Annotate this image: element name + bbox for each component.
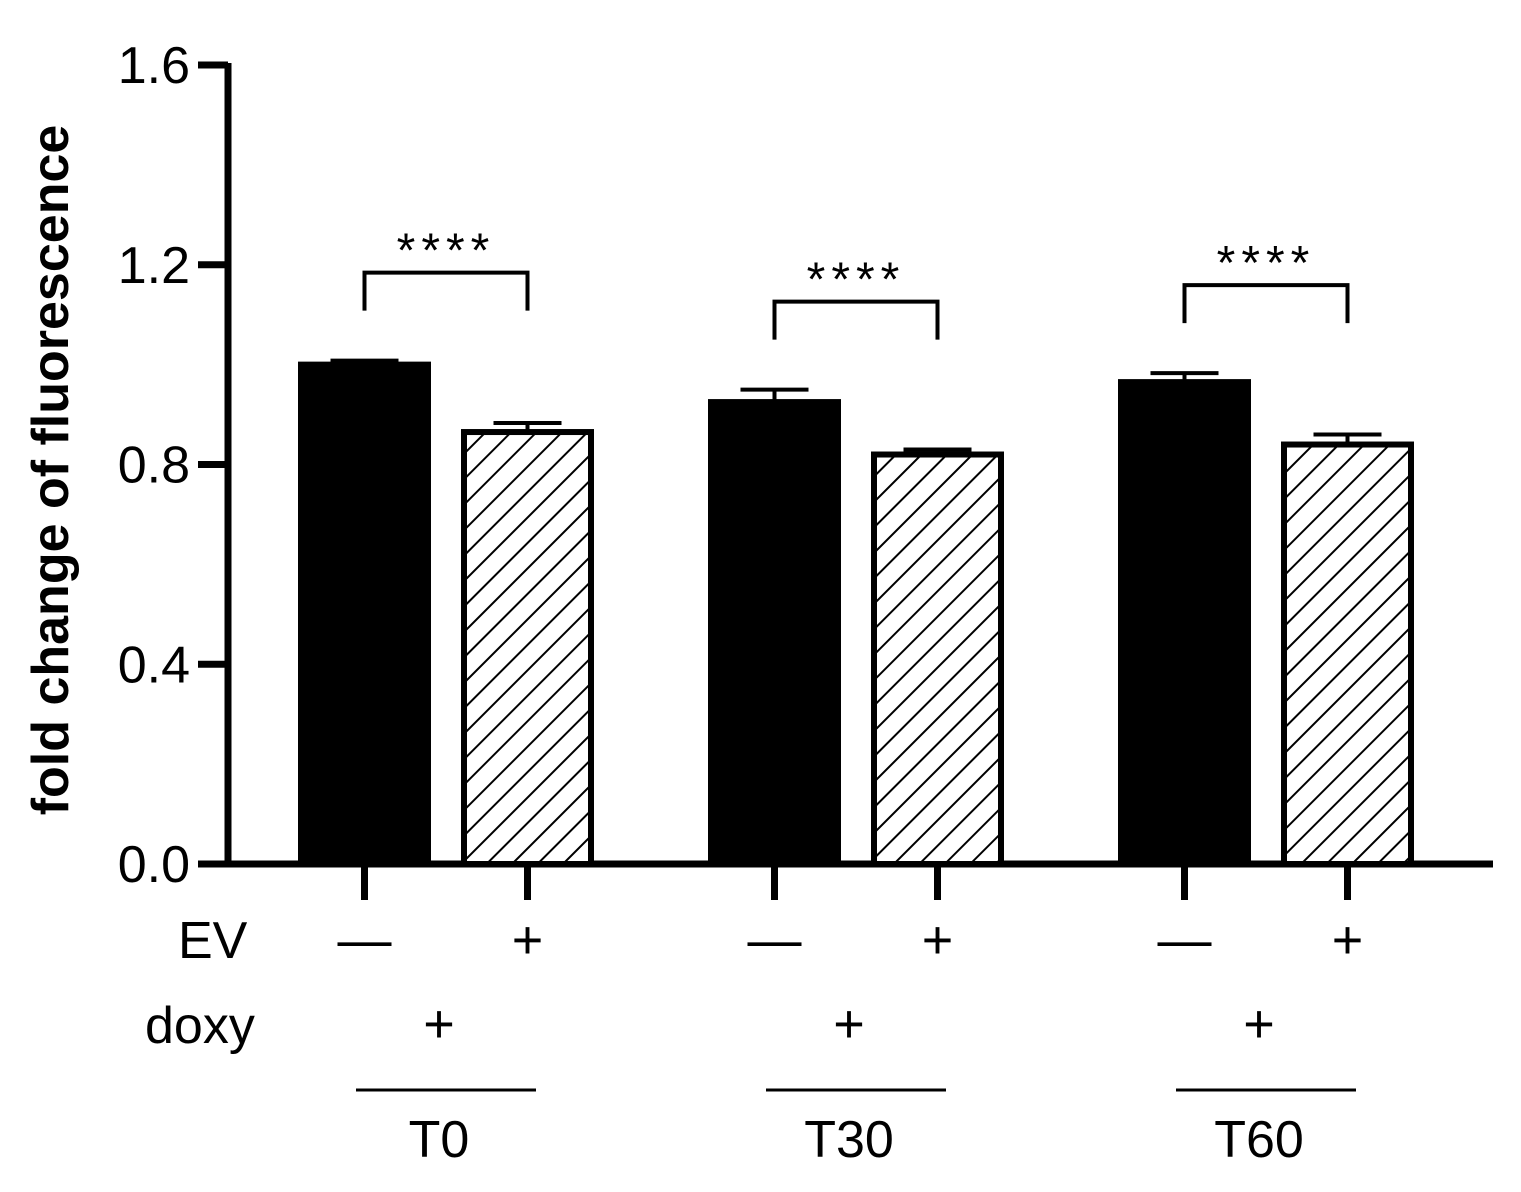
significance-bracket — [362, 270, 530, 311]
significance-bracket — [1182, 283, 1350, 324]
y-axis-title: fold change of fluorescence — [22, 125, 80, 816]
y-tick-label: 0.8 — [118, 437, 190, 495]
bar-T0-ev-plus — [461, 429, 594, 867]
ev-sign: — — [1158, 910, 1212, 970]
bar-T30-ev-minus — [708, 399, 841, 867]
y-tick-label: 0.4 — [118, 636, 190, 694]
axes: 0.0 0.4 0.8 1.2 1.6 — [118, 37, 1493, 900]
ev-sign: + — [922, 910, 954, 970]
ev-sign: — — [338, 910, 392, 970]
bar-T60-ev-minus — [1118, 379, 1251, 867]
doxy-sign: + — [833, 994, 865, 1054]
group-label-T30: T30 — [804, 1111, 894, 1169]
significance-label: **** — [807, 254, 906, 307]
error-bars — [330, 358, 1382, 455]
doxy-sign: + — [423, 994, 455, 1054]
doxy-row-label: doxy — [145, 997, 255, 1055]
y-tick-label: 1.2 — [118, 237, 190, 295]
ev-sign: + — [1332, 910, 1364, 970]
group-label-T60: T60 — [1214, 1111, 1304, 1169]
y-tick-label: 0.0 — [118, 836, 190, 894]
ev-sign: + — [512, 910, 544, 970]
bar-T30-ev-plus — [871, 451, 1004, 867]
significance-brackets: **** **** **** — [362, 225, 1350, 340]
ev-row-label: EV — [178, 912, 248, 970]
significance-bracket — [772, 299, 940, 340]
doxy-sign: + — [1243, 994, 1275, 1054]
bars — [298, 361, 1414, 867]
condition-rows: — + + T0 — + + T30 — + + T60 — [338, 910, 1364, 1169]
ev-sign: — — [748, 910, 802, 970]
y-tick-label: 1.6 — [118, 37, 190, 95]
bar-T60-ev-plus — [1281, 441, 1414, 867]
significance-label: **** — [397, 225, 496, 278]
bar-T0-ev-minus — [298, 361, 431, 867]
significance-label: **** — [1217, 237, 1316, 290]
group-label-T0: T0 — [409, 1111, 470, 1169]
